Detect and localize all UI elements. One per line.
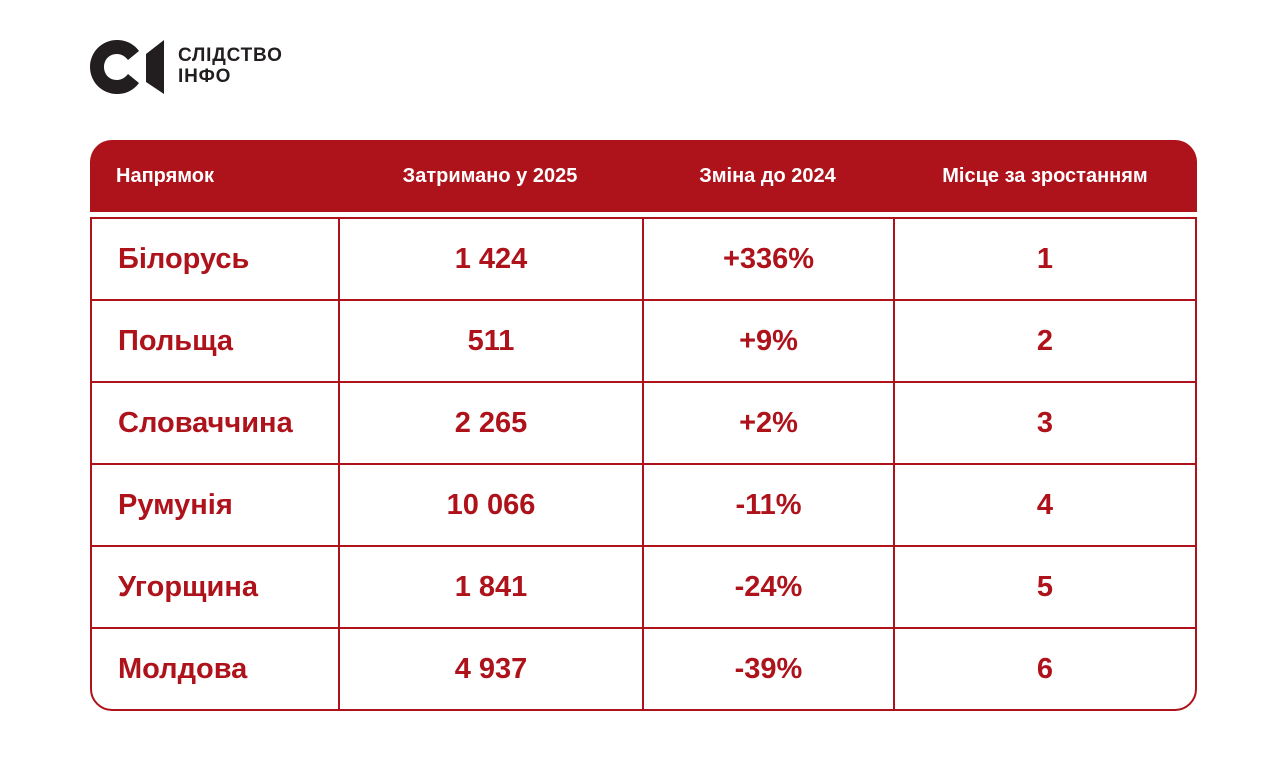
border-detentions-table: Напрямок Затримано у 2025 Зміна до 2024 … <box>90 140 1197 711</box>
cell-direction: Угорщина <box>92 547 340 627</box>
logo-mark <box>90 40 166 94</box>
column-header-direction: Напрямок <box>116 164 215 187</box>
cell-detained_2025: 1 841 <box>340 547 644 627</box>
table-row: Угорщина 1 841 -24% 5 <box>92 547 1195 629</box>
cell-rank: 1 <box>1036 242 1054 275</box>
logo-mark-icon <box>90 40 164 94</box>
column-header-rank: Місце за зростанням <box>942 164 1148 187</box>
cell-detained_2025: 10 066 <box>340 465 644 545</box>
table-header-row: Напрямок Затримано у 2025 Зміна до 2024 … <box>90 140 1197 212</box>
table-row: Румунія 10 066 -11% 4 <box>92 465 1195 547</box>
slidstvo-info-logo: СЛІДСТВО ІНФО <box>90 40 283 94</box>
cell-rank: 4 <box>1036 488 1054 521</box>
cell-direction: Польща <box>92 301 340 381</box>
cell-change_vs_2024: +9% <box>644 301 895 381</box>
column-header-change-2024: Зміна до 2024 <box>699 164 836 187</box>
cell-change_vs_2024: -24% <box>644 547 895 627</box>
cell-direction: Румунія <box>92 465 340 545</box>
logo-wordmark-line1: СЛІДСТВО <box>178 45 283 67</box>
cell-rank: 5 <box>1036 570 1054 603</box>
cell-change_vs_2024: +336% <box>644 219 895 299</box>
cell-change_vs_2024: +2% <box>644 383 895 463</box>
cell-direction: Словаччина <box>92 383 340 463</box>
cell-direction: Білорусь <box>92 219 340 299</box>
cell-rank: 3 <box>1036 406 1054 439</box>
table-row: Молдова 4 937 -39% 6 <box>92 629 1195 709</box>
logo-wordmark: СЛІДСТВО ІНФО <box>178 46 283 87</box>
cell-change_vs_2024: -11% <box>644 465 895 545</box>
logo-wordmark-line2: ІНФО <box>178 66 232 87</box>
cell-detained_2025: 4 937 <box>340 629 644 709</box>
cell-detained_2025: 2 265 <box>340 383 644 463</box>
table-row: Словаччина 2 265 +2% 3 <box>92 383 1195 465</box>
cell-rank: 2 <box>1036 324 1054 357</box>
cell-rank: 6 <box>1036 652 1054 685</box>
column-header-detained-2025: Затримано у 2025 <box>402 164 578 187</box>
cell-direction: Молдова <box>92 629 340 709</box>
cell-detained_2025: 511 <box>340 301 644 381</box>
cell-detained_2025: 1 424 <box>340 219 644 299</box>
table-row: Білорусь 1 424 +336% 1 <box>92 219 1195 301</box>
cell-change_vs_2024: -39% <box>644 629 895 709</box>
table-body: Білорусь 1 424 +336% 1 Польща 511 +9% 2 Словаччи… <box>90 217 1197 711</box>
table-row: Польща 511 +9% 2 <box>92 301 1195 383</box>
